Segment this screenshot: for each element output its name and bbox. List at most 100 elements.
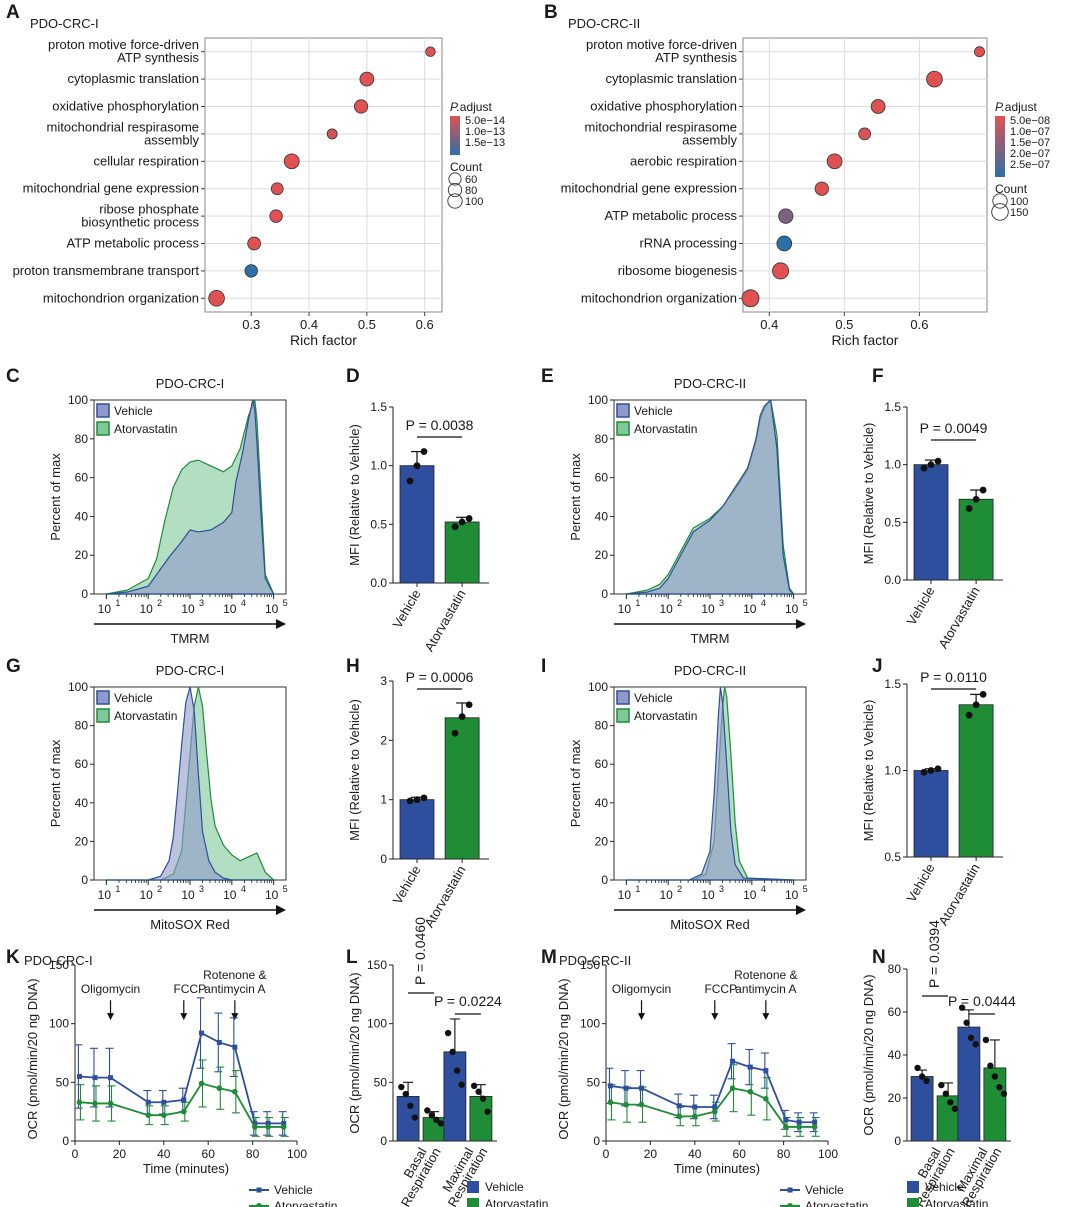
data-point: [741, 289, 760, 308]
panel-label: L: [346, 947, 358, 968]
replicate-point: [458, 1081, 465, 1088]
data-point: [232, 1088, 238, 1095]
histogram-vehicle: [625, 686, 795, 881]
replicate-point: [411, 1114, 419, 1121]
x-tick-base: 10: [223, 602, 237, 616]
y-tick-label: 0: [380, 1134, 387, 1148]
y-tick-label: 20: [595, 548, 609, 562]
y-tick-label: 0: [601, 587, 608, 601]
x-tick-base: 10: [181, 888, 195, 902]
legend-label: Atorvastatin: [634, 422, 697, 436]
x-tick-base: 10: [660, 888, 674, 902]
data-point: [796, 1124, 802, 1130]
x-tick-label: 60: [202, 1147, 216, 1161]
x-tick-exponent: 3: [719, 598, 724, 608]
x-tick-label: 0.4: [300, 317, 318, 332]
x-tick-label: 0.3: [242, 317, 260, 332]
p-value: P = 0.0224: [434, 993, 502, 1009]
data-point: [216, 1085, 223, 1091]
replicate-point: [991, 1073, 999, 1080]
legend-title-italic: P.: [995, 100, 1005, 114]
replicate-point: [927, 767, 935, 774]
legend-swatch: [467, 1181, 479, 1193]
data-point: [265, 1120, 271, 1126]
data-point: [870, 99, 886, 114]
size-legend-label: 80: [465, 185, 477, 197]
legend-swatch: [616, 708, 630, 723]
histogram-vehicle: [105, 399, 275, 595]
y-tick-label: 0: [380, 852, 387, 866]
data-point: [280, 1124, 287, 1130]
data-point: [353, 99, 369, 114]
replicate-point: [1000, 1090, 1008, 1097]
category-label: assembly: [682, 132, 737, 147]
category-label: ATP synthesis: [655, 50, 737, 65]
category-label: rRNA processing: [639, 236, 737, 251]
size-legend-circle: [991, 203, 1009, 221]
x-tick-label: 0.5: [835, 317, 853, 332]
y-tick-label: 100: [580, 1017, 600, 1031]
replicate-point: [967, 1034, 975, 1042]
data-point: [776, 235, 793, 252]
arrow-head: [107, 1013, 115, 1021]
panel-label: C: [6, 366, 20, 387]
replicate-point: [923, 1077, 930, 1085]
size-legend-title: Count: [450, 160, 483, 174]
data-point: [265, 1124, 271, 1130]
bar-chart-J: J 0.5 1.0 1.5 MFI (Relative to Vehicle) Vehic…: [861, 656, 1003, 928]
arrow-head: [231, 1013, 239, 1021]
replicate-point: [470, 1082, 478, 1090]
x-tick-label: 80: [777, 1147, 791, 1161]
y-axis-label: Percent of max: [48, 739, 63, 827]
legend-label: Vehicle: [114, 691, 153, 705]
panel-label: G: [6, 656, 21, 677]
x-tick-exponent: 3: [199, 598, 204, 608]
data-point: [712, 1104, 718, 1110]
data-point: [76, 1099, 83, 1106]
size-legend-circle: [992, 193, 1008, 209]
y-tick-label: 0: [593, 1134, 600, 1148]
y-axis-label: OCR (pmol/min/20 ng DNA): [25, 978, 40, 1139]
y-tick-label: 80: [75, 432, 89, 446]
y-tick-label: 100: [588, 680, 608, 694]
data-point: [161, 1112, 167, 1118]
data-point: [92, 1100, 98, 1107]
legend-title-italic: P.: [450, 100, 460, 114]
x-tick-label: Vehicle: [390, 587, 424, 631]
y-tick-label: 80: [595, 432, 609, 446]
bar-atorvastatin: [444, 521, 480, 584]
replicate-point: [458, 713, 466, 720]
size-legend-circle: [448, 172, 462, 186]
replicate-point: [958, 1004, 966, 1011]
data-point: [199, 1030, 205, 1036]
x-tick-exponent: 2: [157, 598, 162, 608]
data-point: [623, 1101, 629, 1108]
y-tick-label: 40: [888, 1048, 902, 1062]
legend-swatch: [96, 708, 110, 723]
category-label: mitochondrial gene expression: [23, 181, 199, 196]
category-label: proton transmembrane transport: [13, 263, 200, 278]
bar-vehicle: [443, 1051, 467, 1142]
data-point: [232, 1044, 238, 1050]
color-legend-label: 5.0e−08: [1010, 115, 1050, 127]
x-tick-label: 40: [157, 1147, 171, 1161]
x-tick-base: 10: [140, 888, 154, 902]
injection-label: Oligomycin: [81, 982, 140, 996]
data-point: [359, 71, 375, 87]
y-tick-label: 20: [888, 1091, 902, 1105]
replicate-point: [484, 1108, 491, 1115]
x-tick-exponent: 1: [635, 884, 640, 894]
arrow-head: [796, 619, 806, 629]
y-tick-label: 20: [595, 834, 609, 848]
x-tick-label: 0.5: [358, 317, 376, 332]
category-label: biosynthetic process: [81, 215, 199, 230]
x-tick-label: Atorvastatin: [935, 861, 982, 928]
histogram-vehicle: [625, 399, 795, 595]
legend-label: Atorvastatin: [634, 709, 697, 723]
panel-label: K: [6, 947, 20, 968]
category-label: mitochondrion organization: [43, 290, 199, 305]
arrow-head: [796, 905, 806, 915]
replicate-point: [938, 1081, 945, 1089]
category-label: mitochondrion organization: [581, 290, 737, 305]
legend-marker: [787, 1203, 793, 1207]
